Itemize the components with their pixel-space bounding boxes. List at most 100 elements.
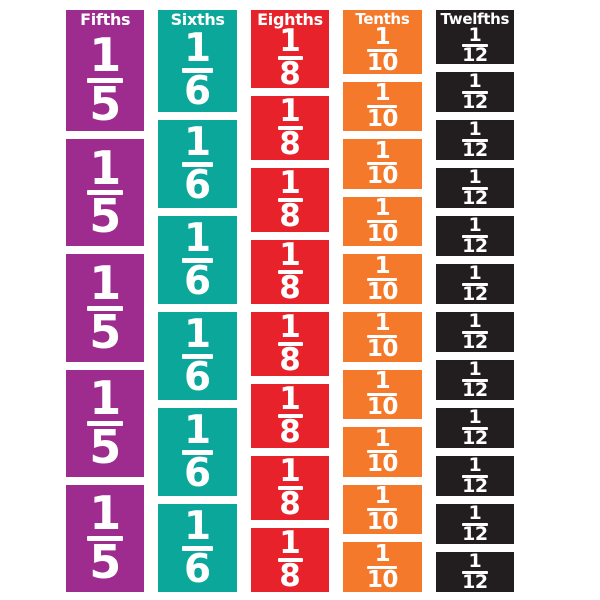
fraction-tile-1-12: 1 12: [435, 504, 515, 544]
fraction-numerator: 1: [184, 25, 212, 71]
fraction-bar: [367, 162, 398, 166]
fraction-tile-1-12: 1 12: [435, 264, 515, 304]
fraction-denominator: 12: [462, 138, 488, 160]
fraction-1-10: 1 10: [367, 139, 399, 188]
fraction-numerator: 1: [89, 27, 122, 82]
fraction-bar: [461, 570, 488, 574]
fraction-tile-1-10: 1 10: [343, 484, 422, 535]
fraction-1-12: 1 12: [461, 26, 488, 64]
fraction-tiles-board: Fifths 1 5 1 5 1 5 1 5 1 5 Sixths 1 6 1 6 1 6 1 6 1 6 1 6 Eighth…: [66, 10, 515, 593]
fraction-bar: [367, 508, 398, 512]
fraction-1-10: 1 10: [367, 427, 399, 476]
fraction-tile-1-12: 1 12: [435, 72, 515, 112]
fraction-bar: [367, 49, 398, 53]
fraction-denominator: 10: [366, 50, 399, 74]
fraction-bar: [461, 282, 488, 286]
fraction-numerator: 1: [374, 427, 391, 452]
column-header-label: Fifths: [80, 10, 131, 29]
fraction-denominator: 8: [279, 342, 301, 376]
fraction: 1 12: [436, 504, 514, 544]
fraction-1-12: 1 12: [461, 360, 488, 399]
fraction-bar: [461, 474, 488, 478]
fraction-bar: [367, 392, 398, 396]
fraction-denominator: 8: [279, 558, 301, 592]
fraction-bar: [461, 234, 488, 238]
fraction: 1 12: [436, 408, 514, 448]
fraction-1-10: 1 10: [366, 26, 399, 74]
fraction-numerator: 1: [374, 542, 391, 567]
fraction-numerator: 1: [374, 139, 391, 164]
fraction-bar: [277, 414, 303, 418]
fraction-tile-1-10: 1 10: [343, 311, 422, 362]
fraction-numerator: 1: [374, 369, 391, 394]
fraction-bar: [461, 138, 488, 142]
fraction-1-12: 1 12: [461, 168, 488, 207]
fraction-bar: [277, 56, 303, 61]
column-tenths: Tenths 1 10 1 10 1 10 1 10 1 10 1 10 1 10 1 10 1 10 1 10: [343, 10, 422, 592]
fraction-numerator: 1: [468, 360, 482, 380]
fraction-tile-1-10: 1 10: [343, 81, 422, 132]
fraction-denominator: 6: [184, 546, 212, 592]
fraction-denominator: 10: [366, 105, 399, 132]
column-header-label: Tenths: [355, 10, 410, 28]
fraction-denominator: 10: [366, 509, 399, 535]
fraction-bar: [87, 305, 124, 311]
fraction-numerator: 1: [279, 168, 301, 201]
column-header-label: Twelfths: [440, 10, 510, 28]
column-eighths: Eighths 1 8 1 8 1 8 1 8 1 8 1 8 1 8 1 8: [250, 10, 330, 592]
fraction-denominator: 8: [279, 198, 301, 232]
fraction-numerator: 1: [468, 456, 482, 476]
fraction-denominator: 5: [89, 189, 122, 244]
fraction-numerator: 1: [89, 255, 122, 310]
fraction-tile-1-6: Sixths 1 6: [158, 10, 237, 112]
fraction-denominator: 12: [462, 234, 488, 256]
fraction-denominator: 8: [279, 486, 301, 520]
fraction: 1 12: [436, 360, 514, 400]
fraction-1-12: 1 12: [461, 408, 488, 447]
fraction-tile-1-10: Tenths 1 10: [343, 10, 422, 74]
fraction-bar: [182, 545, 214, 551]
fraction: 1 10: [343, 485, 421, 535]
fraction: 1 10: [343, 82, 421, 132]
fraction-bar: [367, 220, 398, 224]
fraction-numerator: 1: [89, 370, 122, 425]
fraction-bar: [461, 378, 488, 382]
fraction-numerator: 1: [279, 22, 301, 59]
fraction-bar: [182, 161, 214, 167]
fraction-1-12: 1 12: [461, 264, 488, 303]
fraction-tile-1-12: 1 12: [435, 312, 515, 352]
fraction-numerator: 1: [184, 312, 212, 357]
fraction-tile-1-12: 1 12: [435, 168, 515, 208]
fraction-denominator: 10: [366, 278, 399, 304]
fraction: 1 12: [436, 456, 514, 496]
fraction-bar: [461, 426, 488, 430]
fraction-bar: [277, 126, 303, 130]
fraction-denominator: 12: [462, 570, 488, 592]
fraction-tile-1-12: 1 12: [435, 408, 515, 448]
fraction-denominator: 10: [366, 393, 399, 420]
fraction-denominator: 8: [279, 56, 301, 88]
fraction-denominator: 6: [184, 162, 212, 208]
fraction: 1 12: [436, 26, 514, 64]
